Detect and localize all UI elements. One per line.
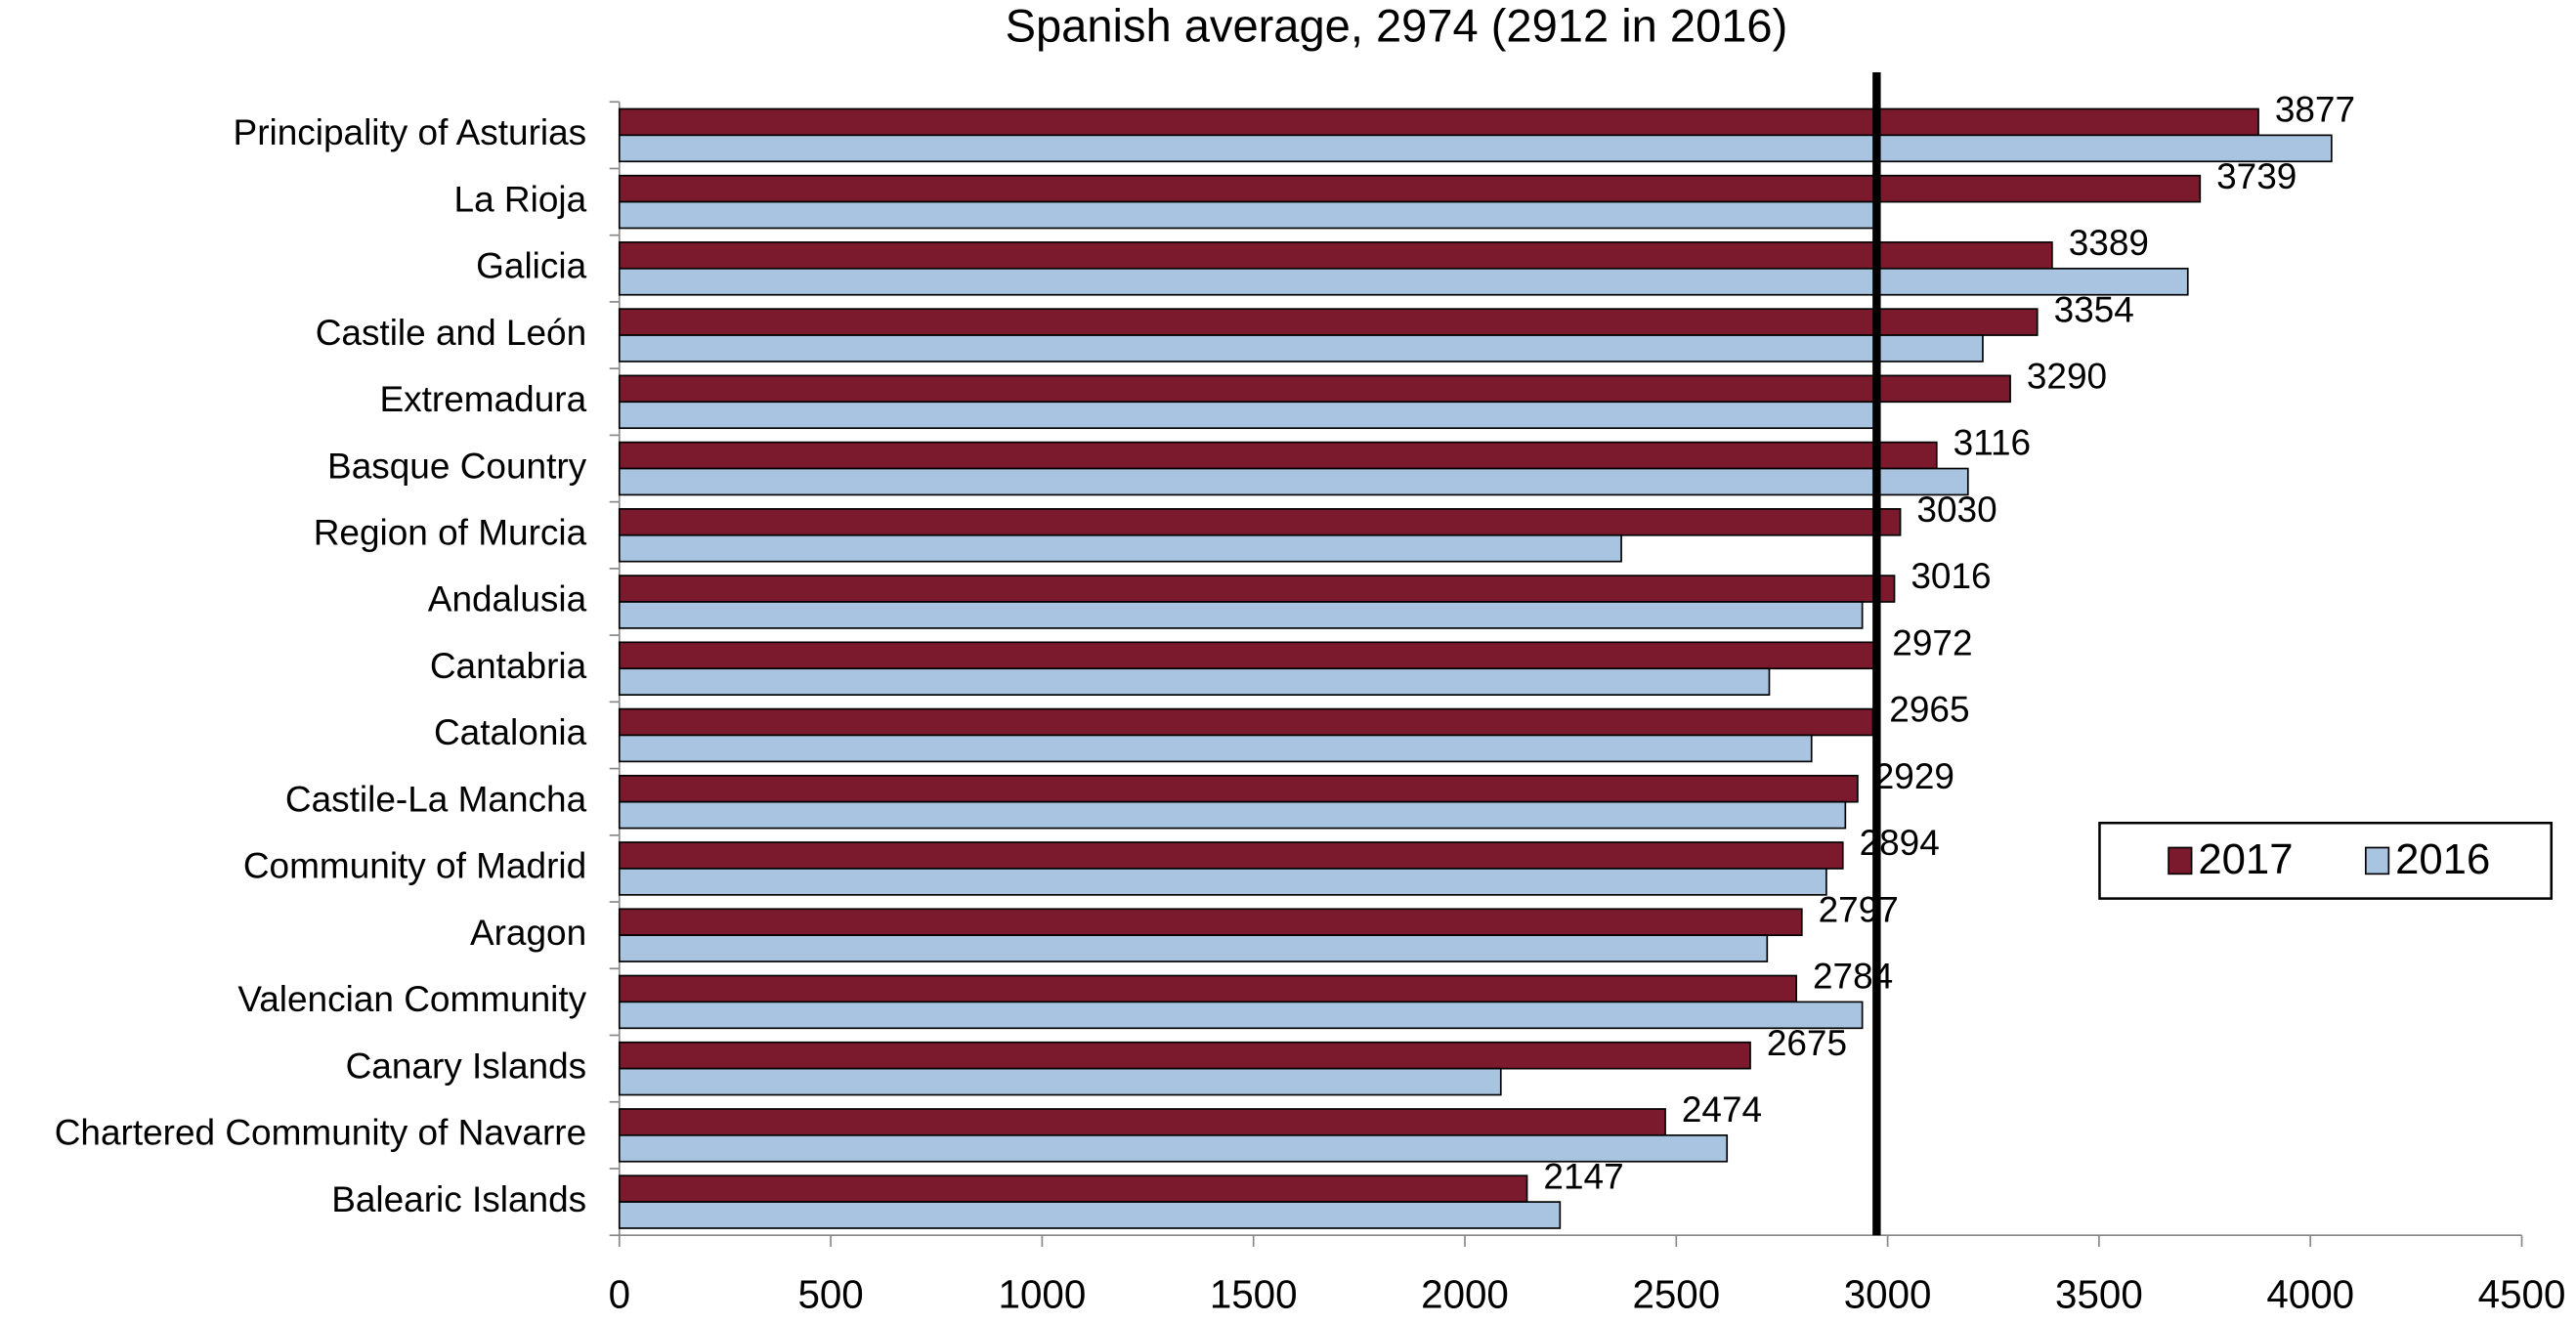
legend-swatch	[2364, 846, 2390, 875]
x-tick-label: 1000	[999, 1272, 1087, 1317]
bar	[618, 134, 2333, 163]
category-label: Basque Country	[327, 446, 587, 486]
data-label: 2784	[1813, 957, 1893, 997]
category-label: Principality of Asturias	[234, 112, 587, 152]
bar	[618, 533, 1622, 563]
bar	[618, 1001, 1864, 1030]
category-label: Region of Murcia	[314, 513, 587, 553]
category-label: Extremadura	[380, 379, 587, 419]
data-label: 3354	[2054, 289, 2134, 329]
category-label: Chartered Community of Navarre	[55, 1113, 586, 1153]
data-label: 2797	[1819, 889, 1899, 929]
bar	[618, 1067, 1502, 1096]
bar	[618, 441, 1938, 470]
bar	[618, 334, 1984, 363]
bar	[618, 1201, 1562, 1229]
chart-title: Spanish average, 2974 (2912 in 2016)	[1006, 0, 1788, 52]
data-label: 3116	[1953, 423, 2032, 463]
x-tick-label: 2500	[1632, 1272, 1720, 1317]
legend-label: 2017	[2198, 835, 2293, 883]
category-label: Galicia	[476, 246, 586, 286]
data-label: 3030	[1916, 490, 1996, 530]
data-label: 3016	[1911, 556, 1991, 596]
bar	[618, 401, 1876, 430]
category-label: Balearic Islands	[331, 1179, 586, 1219]
x-tick-label: 2000	[1421, 1272, 1509, 1317]
category-label: Community of Madrid	[243, 846, 586, 886]
data-label: 2894	[1860, 823, 1940, 863]
category-label: La Rioja	[454, 179, 587, 219]
bar	[618, 241, 2053, 270]
bar	[618, 800, 1847, 830]
bar	[618, 667, 1771, 696]
x-tick-label: 3000	[1844, 1272, 1932, 1317]
bar	[618, 974, 1798, 1003]
category-label: Catalonia	[434, 712, 587, 752]
x-tick-label: 500	[797, 1272, 863, 1317]
bar	[618, 508, 1902, 536]
data-label: 2147	[1543, 1156, 1623, 1196]
bar	[618, 774, 1859, 803]
bar	[618, 107, 2259, 137]
data-label: 2675	[1767, 1023, 1847, 1063]
category-label: Valencian Community	[237, 979, 586, 1019]
bar	[618, 308, 2039, 336]
bar	[618, 200, 1876, 230]
bar	[618, 267, 2189, 296]
bar	[618, 575, 1896, 603]
bar	[618, 641, 1877, 670]
bar	[618, 707, 1874, 737]
category-label: Canary Islands	[346, 1046, 587, 1086]
category-label: Andalusia	[428, 579, 587, 619]
bar	[618, 734, 1813, 763]
x-tick-label: 4000	[2266, 1272, 2354, 1317]
category-label: Castile-La Mancha	[285, 779, 587, 819]
x-tick-label: 4500	[2478, 1272, 2566, 1317]
bar	[618, 841, 1844, 870]
bar	[618, 1134, 1729, 1163]
data-label: 3739	[2216, 156, 2297, 196]
bar	[618, 374, 2011, 404]
category-label: Castile and León	[316, 313, 586, 353]
bar	[618, 1108, 1666, 1136]
bar	[618, 174, 2202, 203]
data-label: 3389	[2069, 223, 2149, 263]
data-label: 2965	[1889, 690, 1969, 730]
bar	[618, 467, 1969, 496]
bar	[618, 1174, 1528, 1203]
category-label: Cantabria	[430, 646, 587, 686]
data-label: 3290	[2027, 357, 2107, 397]
legend-swatch	[2168, 846, 2193, 875]
data-label: 3877	[2275, 90, 2355, 130]
category-label: Aragon	[470, 913, 586, 953]
data-label: 2474	[1682, 1089, 1762, 1130]
bar	[618, 934, 1769, 962]
data-label: 2972	[1892, 622, 1972, 662]
data-label: 2929	[1874, 756, 1954, 796]
x-tick-label: 3500	[2055, 1272, 2143, 1317]
legend-box	[2098, 821, 2554, 900]
x-tick-label: 1500	[1210, 1272, 1298, 1317]
bar	[618, 1041, 1751, 1070]
legend-label: 2016	[2395, 835, 2490, 883]
bar	[618, 601, 1864, 629]
bar	[618, 908, 1803, 937]
bar	[618, 868, 1827, 896]
x-tick-label: 0	[609, 1272, 630, 1317]
